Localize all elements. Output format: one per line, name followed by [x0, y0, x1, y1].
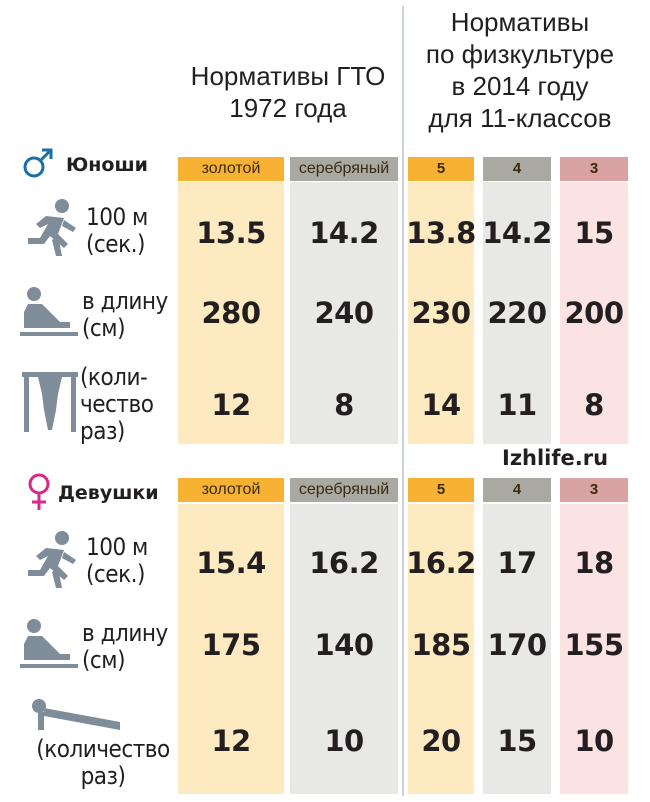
female-symbol-icon: [28, 473, 50, 510]
value-cell: 170: [487, 628, 547, 662]
badge-gold: золотой: [178, 157, 284, 181]
value-cell: 15.4: [196, 546, 266, 580]
exercise-label-pullup: (коли- чество раз): [80, 363, 154, 445]
gold-column-bg: [178, 182, 284, 444]
school-header-title: Нормативы по физкультуре в 2014 году для…: [425, 7, 615, 133]
boys-label: Юноши: [66, 154, 148, 176]
value-cell: 14: [421, 388, 461, 422]
value-cell: 15: [497, 724, 537, 758]
exercise-label-jump: в длину (см): [82, 287, 168, 342]
value-cell: 14.2: [482, 216, 552, 250]
grade5-column-bg: [408, 182, 474, 444]
value-cell: 140: [314, 628, 374, 662]
value-cell: 155: [564, 628, 624, 662]
value-cell: 17: [497, 546, 537, 580]
value-cell: 230: [411, 296, 471, 330]
exercise-label-pushup: (количество раз): [36, 735, 170, 790]
value-cell: 16.2: [406, 546, 476, 580]
badge-grade-5: 5: [408, 478, 474, 502]
push-up-icon: [32, 699, 120, 730]
badge-gold: золотой: [178, 478, 284, 502]
badge-grade-3: 3: [560, 478, 628, 502]
value-cell: 200: [564, 296, 624, 330]
value-cell: 10: [574, 724, 614, 758]
running-icon: [28, 531, 76, 588]
grade3-column-bg: [560, 504, 628, 794]
value-cell: 10: [324, 724, 364, 758]
value-cell: 220: [487, 296, 547, 330]
exercise-label-jump: в длину (см): [82, 619, 168, 674]
badge-grade-3: 3: [560, 157, 628, 181]
value-cell: 11: [497, 388, 537, 422]
exercise-label-run: 100 м (сек.): [86, 203, 148, 258]
value-cell: 14.2: [309, 216, 379, 250]
badge-silver: серебряный: [290, 157, 398, 181]
section-divider: [402, 6, 404, 796]
value-cell: 8: [334, 388, 354, 422]
silver-column-bg: [290, 504, 398, 794]
badge-grade-5: 5: [408, 157, 474, 181]
value-cell: 12: [211, 388, 251, 422]
value-cell: 185: [411, 628, 471, 662]
girls-label: Девушки: [58, 482, 159, 504]
value-cell: 13.8: [406, 216, 476, 250]
badge-silver: серебряный: [290, 478, 398, 502]
running-icon: [28, 199, 76, 256]
exercise-label-run: 100 м (сек.): [86, 533, 148, 588]
girls-heading: Девушки: [22, 470, 192, 514]
silver-column-bg: [290, 182, 398, 444]
value-cell: 18: [574, 546, 614, 580]
grade3-column-bg: [560, 182, 628, 444]
long-jump-icon: [20, 619, 78, 668]
long-jump-icon: [20, 287, 78, 336]
badge-grade-4: 4: [483, 478, 551, 502]
value-cell: 240: [314, 296, 374, 330]
badge-grade-4: 4: [483, 157, 551, 181]
value-cell: 20: [421, 724, 461, 758]
male-symbol-icon: [23, 148, 53, 178]
site-credit: Izhlife.ru: [502, 446, 609, 470]
value-cell: 175: [201, 628, 261, 662]
boys-heading: Юноши: [22, 144, 182, 184]
value-cell: 15: [574, 216, 614, 250]
value-cell: 280: [201, 296, 261, 330]
value-cell: 8: [584, 388, 604, 422]
grade5-column-bg: [408, 504, 474, 794]
value-cell: 16.2: [309, 546, 379, 580]
gto-header-title: Нормативы ГТО 1972 года: [190, 61, 386, 123]
grade4-column-bg: [483, 504, 551, 794]
pull-up-icon: [22, 372, 78, 432]
grade4-column-bg: [483, 182, 551, 444]
value-cell: 13.5: [196, 216, 266, 250]
gold-column-bg: [178, 504, 284, 794]
value-cell: 12: [211, 724, 251, 758]
